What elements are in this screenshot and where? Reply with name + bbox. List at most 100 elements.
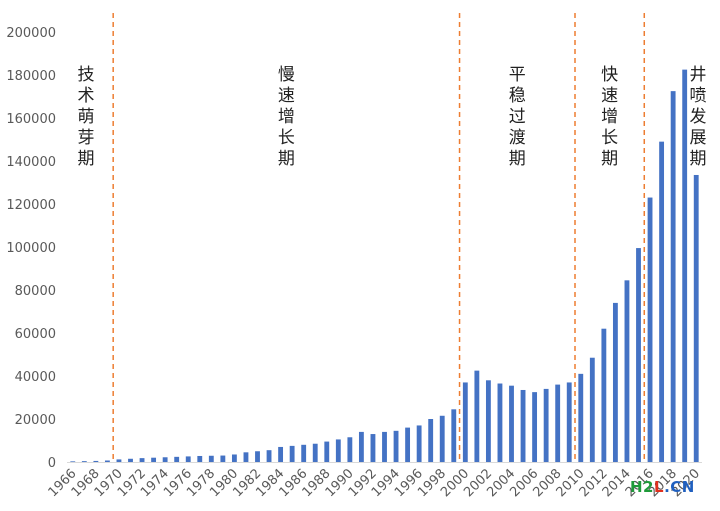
bar-1997 (428, 419, 434, 462)
bar-2008 (555, 384, 561, 462)
phase-label-3-char: 期 (509, 149, 526, 169)
bar-1966 (70, 461, 76, 462)
bar-1982 (255, 451, 260, 462)
phase-label-2-char: 增 (278, 107, 295, 127)
phase-label-1-char: 芽 (78, 128, 95, 148)
phase-label-4-char: 期 (601, 149, 618, 169)
bar-1993 (382, 431, 387, 462)
x-axis-ticks: 1966196819701972197419761978198019821984… (46, 466, 703, 500)
bar-1998 (439, 415, 445, 462)
y-axis-ticks: 0 20000 40000 60000 80000 100000 120000 140000 1… (6, 26, 56, 471)
bar-2018 (670, 91, 676, 463)
bar-2012 (601, 328, 607, 462)
bar-1980 (231, 454, 237, 462)
watermark-part-1: H2 (630, 478, 654, 496)
site-watermark: H2L.CN (630, 478, 695, 496)
y-tick-label: 40000 (15, 370, 56, 385)
phase-label-1-char: 萌 (78, 107, 95, 127)
bar-1984 (278, 446, 284, 462)
phase-label-3-char: 渡 (509, 128, 526, 148)
bar-1976 (185, 456, 191, 462)
bar-1986 (301, 444, 307, 462)
bar-1973 (151, 457, 157, 462)
y-tick-label: 160000 (6, 112, 56, 127)
y-tick-label: 200000 (6, 26, 56, 41)
phase-label-1-char: 期 (78, 149, 95, 169)
bar-1974 (162, 457, 168, 462)
bar-1985 (289, 445, 295, 463)
y-tick-label: 180000 (6, 69, 56, 84)
phase-label-2-char: 期 (278, 149, 295, 169)
bar-1967 (81, 461, 87, 462)
bar-2007 (543, 388, 549, 462)
bar-2020 (693, 174, 699, 463)
bar-2006 (532, 392, 538, 463)
y-tick-label: 0 (48, 456, 56, 471)
y-tick-label: 120000 (6, 198, 56, 213)
bar-1994 (393, 430, 399, 462)
bar-series (70, 69, 699, 463)
bar-2002 (485, 380, 491, 462)
bar-2005 (520, 389, 526, 462)
phase-label-2-char: 慢 (278, 64, 295, 85)
bar-1970 (116, 459, 122, 462)
bar-2014 (624, 280, 630, 462)
phase-label-4-char: 速 (601, 86, 618, 106)
bar-1977 (197, 455, 203, 462)
bar-2001 (474, 370, 480, 463)
bar-1991 (358, 431, 364, 462)
bar-1981 (243, 452, 249, 462)
bar-2019 (682, 69, 688, 463)
bar-1992 (370, 434, 376, 462)
bar-2017 (659, 141, 665, 462)
phase-label-3-char: 稳 (509, 86, 526, 106)
bar-1996 (416, 425, 422, 462)
phase-label-5-char: 发 (690, 107, 707, 127)
phase-label-2-char: 速 (278, 86, 295, 106)
phase-label-1-char: 术 (78, 86, 95, 106)
bar-1975 (174, 456, 180, 462)
bar-1995 (405, 427, 411, 462)
phase-label-5-char: 展 (690, 128, 707, 148)
y-tick-label: 140000 (6, 155, 56, 170)
y-tick-label: 80000 (15, 284, 56, 299)
bar-2011 (589, 357, 595, 462)
phase-label-3-char: 平 (509, 65, 526, 85)
bar-1969 (104, 460, 110, 462)
bar-2004 (509, 385, 514, 462)
phase-label-4-char: 快 (601, 65, 618, 85)
bar-2013 (612, 302, 618, 462)
bar-2010 (578, 373, 584, 462)
phase-label-4-char: 增 (601, 107, 618, 127)
bar-1972 (139, 458, 145, 462)
phase-label-5-char: 期 (690, 149, 707, 169)
bar-1989 (335, 439, 341, 462)
bar-1988 (324, 441, 330, 462)
bar-2016 (647, 197, 653, 463)
bar-1968 (93, 460, 99, 462)
bar-2000 (462, 382, 468, 462)
phase-label-5-char: 井 (690, 65, 707, 85)
bar-2009 (566, 382, 572, 462)
phase-label-1-char: 技 (78, 65, 95, 85)
bar-1987 (312, 443, 318, 462)
bar-1999 (451, 409, 457, 462)
phase-label-5-char: 喷 (690, 86, 707, 106)
y-tick-label: 20000 (15, 413, 56, 428)
watermark-part-2: L (654, 478, 665, 496)
bar-1979 (220, 455, 226, 462)
bar-1978 (208, 455, 214, 462)
y-tick-label: 60000 (15, 327, 56, 342)
phase-label-2-char: 长 (278, 128, 295, 148)
phase-label-4-char: 长 (601, 128, 618, 148)
bar-2003 (497, 383, 503, 462)
phase-label-3-char: 过 (509, 107, 526, 127)
bar-1971 (128, 458, 133, 462)
bar-1983 (266, 450, 272, 462)
phase-dividers (112, 13, 646, 462)
watermark-part-3: .CN (664, 478, 695, 496)
bar-2015 (636, 248, 641, 462)
y-tick-label: 100000 (6, 241, 56, 256)
